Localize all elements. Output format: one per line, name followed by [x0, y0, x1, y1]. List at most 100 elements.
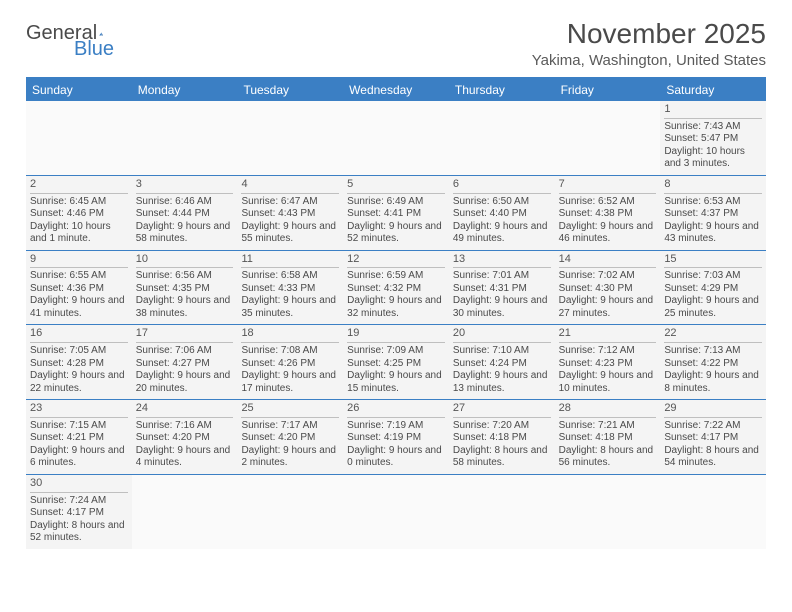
day-number: 13	[453, 253, 551, 269]
sunset-line: Sunset: 4:18 PM	[453, 432, 551, 445]
daylight-line: Daylight: 9 hours and 20 minutes.	[136, 370, 234, 395]
day-number: 26	[347, 402, 445, 418]
sunrise-line: Sunrise: 7:10 AM	[453, 345, 551, 358]
day-cell: 15Sunrise: 7:03 AMSunset: 4:29 PMDayligh…	[660, 251, 766, 325]
day-number: 22	[664, 327, 762, 343]
sunset-line: Sunset: 4:33 PM	[241, 283, 339, 296]
sunrise-line: Sunrise: 7:03 AM	[664, 270, 762, 283]
daylight-line: Daylight: 10 hours and 3 minutes.	[664, 146, 762, 171]
sunrise-line: Sunrise: 6:50 AM	[453, 196, 551, 209]
calendar: Sunday Monday Tuesday Wednesday Thursday…	[26, 77, 766, 549]
daylight-line: Daylight: 9 hours and 13 minutes.	[453, 370, 551, 395]
sunset-line: Sunset: 4:24 PM	[453, 358, 551, 371]
day-cell: 13Sunrise: 7:01 AMSunset: 4:31 PMDayligh…	[449, 251, 555, 325]
day-number: 5	[347, 178, 445, 194]
daylight-line: Daylight: 9 hours and 58 minutes.	[136, 221, 234, 246]
weekday-wednesday: Wednesday	[343, 79, 449, 101]
daylight-line: Daylight: 9 hours and 41 minutes.	[30, 295, 128, 320]
day-number: 3	[136, 178, 234, 194]
sunset-line: Sunset: 4:36 PM	[30, 283, 128, 296]
sunrise-line: Sunrise: 6:52 AM	[559, 196, 657, 209]
day-cell: 20 Sunrise: 7:10 AMSunset: 4:24 PMDayligh…	[449, 325, 555, 399]
daylight-line: Daylight: 9 hours and 27 minutes.	[559, 295, 657, 320]
sunset-line: Sunset: 4:46 PM	[30, 208, 128, 221]
daylight-line: Daylight: 9 hours and 49 minutes.	[453, 221, 551, 246]
week-row: 9Sunrise: 6:55 AMSunset: 4:36 PMDaylight…	[26, 251, 766, 326]
location: Yakima, Washington, United States	[532, 52, 766, 69]
daylight-line: Daylight: 9 hours and 38 minutes.	[136, 295, 234, 320]
sunrise-line: Sunrise: 6:47 AM	[241, 196, 339, 209]
day-cell	[660, 475, 766, 549]
day-cell: 4Sunrise: 6:47 AMSunset: 4:43 PMDaylight…	[237, 176, 343, 250]
day-number: 8	[664, 178, 762, 194]
day-cell: 12Sunrise: 6:59 AMSunset: 4:32 PMDayligh…	[343, 251, 449, 325]
day-cell	[449, 475, 555, 549]
day-cell: 17Sunrise: 7:06 AMSunset: 4:27 PMDayligh…	[132, 325, 238, 399]
sunset-line: Sunset: 4:35 PM	[136, 283, 234, 296]
sunrise-line: Sunrise: 7:22 AM	[664, 420, 762, 433]
day-number: 12	[347, 253, 445, 269]
day-cell: 9Sunrise: 6:55 AMSunset: 4:36 PMDaylight…	[26, 251, 132, 325]
day-cell	[449, 101, 555, 175]
day-cell: 19Sunrise: 7:09 AMSunset: 4:25 PMDayligh…	[343, 325, 449, 399]
sunset-line: Sunset: 4:25 PM	[347, 358, 445, 371]
day-cell: 11Sunrise: 6:58 AMSunset: 4:33 PMDayligh…	[237, 251, 343, 325]
day-number: 14	[559, 253, 657, 269]
sunset-line: Sunset: 4:32 PM	[347, 283, 445, 296]
day-cell: 21Sunrise: 7:12 AMSunset: 4:23 PMDayligh…	[555, 325, 661, 399]
day-cell	[26, 101, 132, 175]
weekday-tuesday: Tuesday	[237, 79, 343, 101]
sunrise-line: Sunrise: 7:01 AM	[453, 270, 551, 283]
daylight-line: Daylight: 9 hours and 32 minutes.	[347, 295, 445, 320]
day-cell	[343, 475, 449, 549]
day-cell: 30Sunrise: 7:24 AMSunset: 4:17 PMDayligh…	[26, 475, 132, 549]
day-number: 18	[241, 327, 339, 343]
sunset-line: Sunset: 4:19 PM	[347, 432, 445, 445]
sunset-line: Sunset: 4:43 PM	[241, 208, 339, 221]
week-row: 23Sunrise: 7:15 AMSunset: 4:21 PMDayligh…	[26, 400, 766, 475]
day-cell	[237, 475, 343, 549]
week-row: 30Sunrise: 7:24 AMSunset: 4:17 PMDayligh…	[26, 475, 766, 549]
day-number: 19	[347, 327, 445, 343]
weekday-monday: Monday	[132, 79, 238, 101]
day-cell: 5Sunrise: 6:49 AMSunset: 4:41 PMDaylight…	[343, 176, 449, 250]
day-number: 17	[136, 327, 234, 343]
sunset-line: Sunset: 4:18 PM	[559, 432, 657, 445]
daylight-line: Daylight: 9 hours and 17 minutes.	[241, 370, 339, 395]
sunrise-line: Sunrise: 7:12 AM	[559, 345, 657, 358]
sunset-line: Sunset: 5:47 PM	[664, 133, 762, 146]
day-number: 11	[241, 253, 339, 269]
day-number: 29	[664, 402, 762, 418]
day-number: 15	[664, 253, 762, 269]
day-number: 20	[453, 327, 551, 343]
day-number: 1	[664, 103, 762, 119]
sunrise-line: Sunrise: 6:56 AM	[136, 270, 234, 283]
daylight-line: Daylight: 9 hours and 15 minutes.	[347, 370, 445, 395]
day-cell: 10Sunrise: 6:56 AMSunset: 4:35 PMDayligh…	[132, 251, 238, 325]
sunrise-line: Sunrise: 7:43 AM	[664, 121, 762, 134]
header: General November 2025 Yakima, Washington…	[26, 18, 766, 69]
day-number: 6	[453, 178, 551, 194]
sunrise-line: Sunrise: 7:05 AM	[30, 345, 128, 358]
daylight-line: Daylight: 9 hours and 0 minutes.	[347, 445, 445, 470]
sunset-line: Sunset: 4:20 PM	[241, 432, 339, 445]
day-number: 24	[136, 402, 234, 418]
sunset-line: Sunset: 4:17 PM	[664, 432, 762, 445]
daylight-line: Daylight: 8 hours and 52 minutes.	[30, 520, 128, 545]
day-cell: 1 Sunrise: 7:43 AMSunset: 5:47 PMDaylight…	[660, 101, 766, 175]
daylight-line: Daylight: 9 hours and 43 minutes.	[664, 221, 762, 246]
day-cell: 6Sunrise: 6:50 AMSunset: 4:40 PMDaylight…	[449, 176, 555, 250]
day-cell: 27Sunrise: 7:20 AMSunset: 4:18 PMDayligh…	[449, 400, 555, 474]
sunset-line: Sunset: 4:26 PM	[241, 358, 339, 371]
sunrise-line: Sunrise: 6:59 AM	[347, 270, 445, 283]
day-cell: 26 Sunrise: 7:19 AMSunset: 4:19 PMDayligh…	[343, 400, 449, 474]
sunset-line: Sunset: 4:38 PM	[559, 208, 657, 221]
day-number: 30	[30, 477, 128, 493]
day-cell: 18Sunrise: 7:08 AMSunset: 4:26 PMDayligh…	[237, 325, 343, 399]
sunset-line: Sunset: 4:20 PM	[136, 432, 234, 445]
day-cell: 2Sunrise: 6:45 AMSunset: 4:46 PMDaylight…	[26, 176, 132, 250]
day-number: 28	[559, 402, 657, 418]
day-number: 2	[30, 178, 128, 194]
daylight-line: Daylight: 8 hours and 58 minutes.	[453, 445, 551, 470]
sunrise-line: Sunrise: 7:19 AM	[347, 420, 445, 433]
